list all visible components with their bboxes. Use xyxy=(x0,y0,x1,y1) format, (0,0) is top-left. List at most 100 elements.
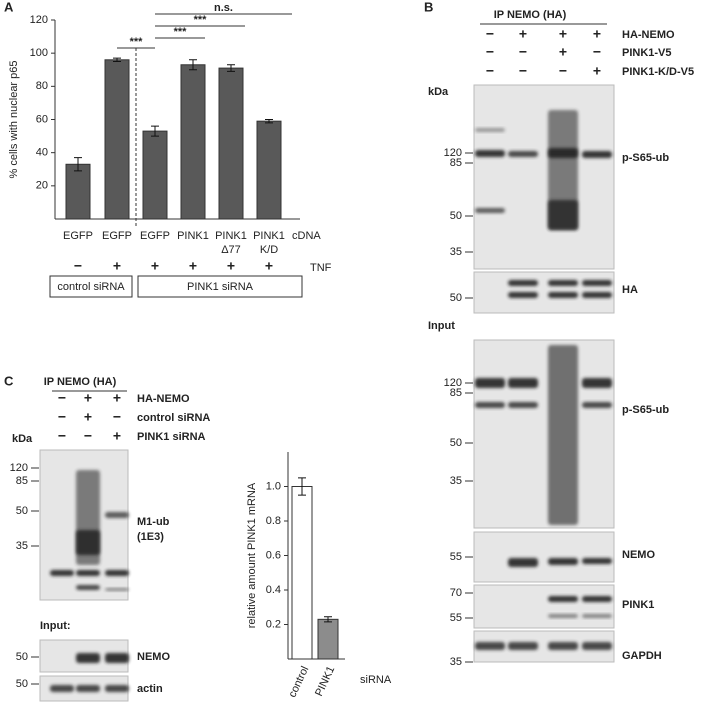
band xyxy=(76,585,100,590)
marker-label: 50 xyxy=(450,437,462,449)
bar xyxy=(142,130,168,220)
y-tick-label: 1.0 xyxy=(266,480,281,492)
marker-label: 85 xyxy=(450,157,462,169)
error-bar xyxy=(113,57,121,62)
blot-header: IP NEMO (HA) xyxy=(494,9,567,21)
y-tick-label: 0.2 xyxy=(266,618,281,630)
band xyxy=(105,653,129,663)
band xyxy=(508,378,538,388)
marker-label: 50 xyxy=(450,210,462,222)
kda-label: kDa xyxy=(428,86,449,98)
band xyxy=(105,588,129,591)
band xyxy=(50,685,74,692)
marker-label: 35 xyxy=(450,246,462,258)
bar xyxy=(218,67,244,220)
x-axis-title: siRNA xyxy=(360,674,392,686)
y-axis-title: relative amount PINK1 mRNA xyxy=(246,482,258,628)
band xyxy=(582,292,612,298)
marker-label: 55 xyxy=(450,612,462,624)
condition-sign: + xyxy=(84,409,92,425)
marker-label: 35 xyxy=(450,656,462,668)
x-tick-label: PINK1 xyxy=(215,230,247,242)
error-bar xyxy=(324,616,332,623)
marker-label: 50 xyxy=(16,651,28,663)
blot-label: PINK1 xyxy=(622,599,654,611)
group-box xyxy=(137,275,303,298)
marker-label: 120 xyxy=(444,377,462,389)
marker-label: 120 xyxy=(444,147,462,159)
bar xyxy=(180,64,206,220)
group-label: control siRNA xyxy=(57,281,125,293)
treatment-label: TNF xyxy=(310,262,332,274)
blot xyxy=(473,531,615,583)
treatment-sign: + xyxy=(113,258,121,274)
input-label: Input xyxy=(428,320,455,332)
condition-sign: − xyxy=(486,26,494,42)
condition-sign: + xyxy=(84,390,92,406)
error-bar xyxy=(227,64,235,72)
condition-sign: + xyxy=(559,26,567,42)
band xyxy=(548,292,578,298)
blot-label: M1-ub xyxy=(137,516,170,528)
significance: *** xyxy=(174,26,188,38)
blot-label: p-S65-ub xyxy=(622,404,669,416)
band xyxy=(508,292,538,298)
band xyxy=(548,642,578,650)
panel-label: A xyxy=(4,0,14,14)
band xyxy=(548,596,578,602)
condition-sign: + xyxy=(113,390,121,406)
band xyxy=(548,558,578,565)
band xyxy=(105,685,129,692)
blot-label: p-S65-ub xyxy=(622,152,669,164)
x-tick-label: EGFP xyxy=(102,230,132,242)
condition-sign: − xyxy=(519,44,527,60)
error-bar xyxy=(74,157,82,172)
band xyxy=(582,402,612,408)
x-tick-sublabel: Δ77 xyxy=(221,244,241,256)
band xyxy=(76,653,100,663)
band xyxy=(76,570,100,576)
condition-sign: − xyxy=(593,44,601,60)
condition-sign: + xyxy=(559,44,567,60)
marker-label: 50 xyxy=(450,292,462,304)
kda-label: kDa xyxy=(12,433,33,445)
band xyxy=(508,642,538,650)
condition-sign: − xyxy=(84,428,92,444)
condition-sign: − xyxy=(519,63,527,79)
y-tick-label: 40 xyxy=(36,147,48,159)
x-tick-label: EGFP xyxy=(63,230,93,242)
bar xyxy=(65,163,91,220)
y-tick-label: 60 xyxy=(36,113,48,125)
condition-label: HA-NEMO xyxy=(622,29,675,41)
marker-label: 85 xyxy=(450,387,462,399)
x-tick-label: control xyxy=(287,664,312,699)
blot-label: NEMO xyxy=(622,549,655,561)
treatment-sign: + xyxy=(227,258,235,274)
marker-label: 35 xyxy=(16,540,28,552)
x-tick-label: PINK1 xyxy=(253,230,285,242)
band xyxy=(582,596,612,602)
y-tick-label: 120 xyxy=(30,14,48,26)
band xyxy=(475,128,505,132)
band xyxy=(50,570,74,576)
error-bar xyxy=(151,125,159,137)
condition-sign: − xyxy=(58,428,66,444)
y-tick-label: 0.8 xyxy=(266,515,281,527)
condition-label: HA-NEMO xyxy=(137,393,190,405)
band xyxy=(582,151,612,158)
x-tick-sublabel: K/D xyxy=(260,244,278,256)
condition-sign: − xyxy=(486,44,494,60)
band xyxy=(475,208,505,213)
condition-sign: + xyxy=(519,26,527,42)
band xyxy=(582,642,612,650)
band xyxy=(105,570,129,576)
band xyxy=(508,151,538,157)
significance: *** xyxy=(130,36,144,48)
band xyxy=(548,614,578,618)
blot-label: GAPDH xyxy=(622,650,662,662)
y-tick-label: 0.4 xyxy=(266,584,281,596)
condition-sign: − xyxy=(113,409,121,425)
blot xyxy=(473,84,615,270)
band xyxy=(548,280,578,286)
